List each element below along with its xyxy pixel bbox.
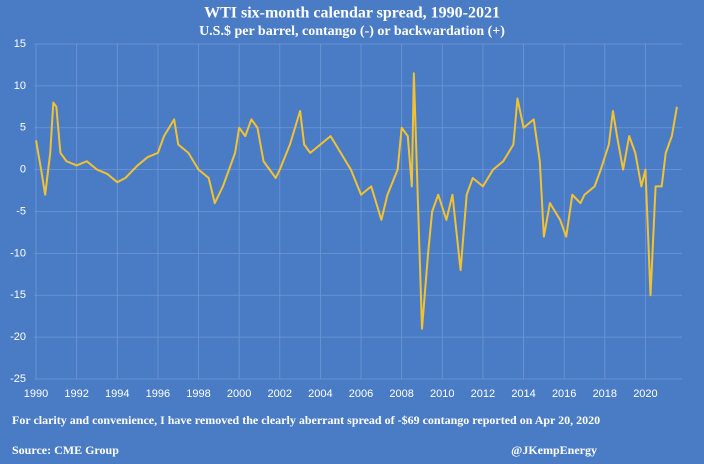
y-tick-label: -25 [10, 373, 26, 385]
x-tick-label: 1998 [186, 388, 210, 400]
chart-title: WTI six-month calendar spread, 1990-2021 [204, 5, 500, 22]
chart-subtitle: U.S.$ per barrel, contango (-) or backwa… [199, 24, 505, 39]
x-tick-label: 2006 [349, 388, 373, 400]
y-tick-label: -5 [16, 205, 26, 217]
x-tick-label: 2002 [268, 388, 292, 400]
y-tick-label: -20 [10, 331, 26, 343]
y-tick-label: -10 [10, 247, 26, 259]
x-tick-label: 1990 [24, 388, 48, 400]
x-tick-label: 2008 [389, 388, 413, 400]
x-tick-label: 1992 [64, 388, 88, 400]
x-tick-label: 2020 [633, 388, 657, 400]
x-tick-label: 2014 [511, 388, 535, 400]
data-line [35, 72, 678, 330]
x-tick-label: 2010 [430, 388, 454, 400]
y-tick-label: -15 [10, 289, 26, 301]
x-tick-label: 2000 [227, 388, 251, 400]
credit: @JKempEnergy [511, 443, 597, 457]
y-tick-label: 15 [14, 38, 26, 50]
y-tick-label: 0 [20, 164, 26, 176]
x-tick-label: 2004 [308, 388, 332, 400]
y-tick-label: 5 [20, 122, 26, 134]
x-tick-label: 2012 [471, 388, 495, 400]
source: Source: CME Group [12, 443, 119, 457]
x-tick-label: 2018 [593, 388, 617, 400]
x-tick-label: 1996 [146, 388, 170, 400]
x-tick-label: 2016 [552, 388, 576, 400]
x-tick-label: 1994 [105, 388, 129, 400]
y-tick-label: 10 [14, 80, 26, 92]
footnote: For clarity and convenience, I have remo… [12, 413, 600, 427]
